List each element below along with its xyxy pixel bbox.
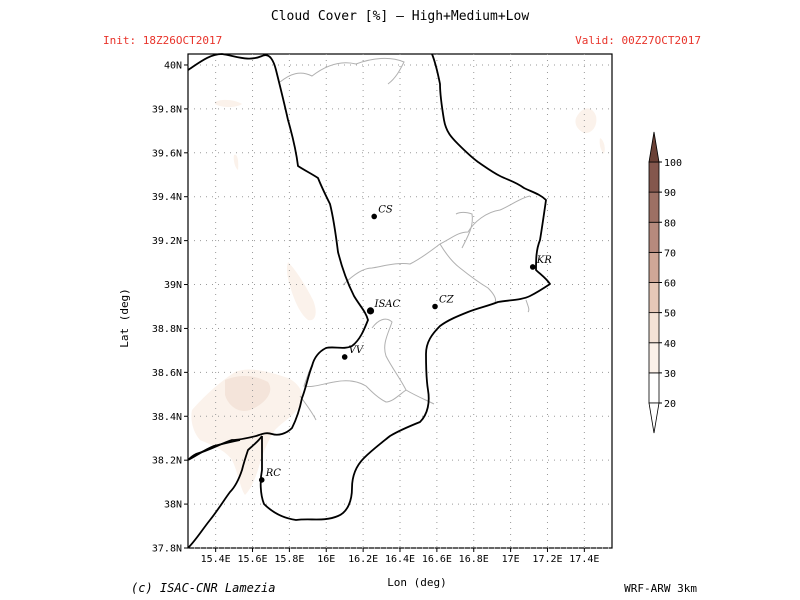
coast-sicily	[187, 435, 263, 549]
y-axis-label: Lat (deg)	[118, 288, 131, 348]
cloud-patch-core	[225, 376, 271, 411]
x-tick-label-8: 17E	[502, 554, 520, 565]
province-borders	[279, 57, 531, 421]
city-label-rc: RC	[265, 468, 282, 479]
x-tick-label-7: 16.8E	[459, 554, 489, 565]
city-markers: CS KR ISAC CZ VV RC	[258, 204, 552, 483]
colorbar-segment-5	[648, 221, 660, 253]
cloud-patch-northeast	[575, 108, 597, 134]
colorbar-label-40: 40	[664, 339, 676, 350]
map-title: Cloud Cover [%] — High+Medium+Low	[271, 9, 529, 24]
y-tick-label-11: 37.8N	[152, 544, 182, 555]
colorbar-segment-1	[648, 342, 660, 374]
x-tick-label-6: 16.6E	[422, 554, 452, 565]
border-vv	[303, 318, 407, 403]
city-label-kr: KR	[536, 255, 552, 266]
border-inner	[455, 212, 473, 249]
border-north	[279, 57, 405, 85]
cloud-patch-southwest	[191, 369, 303, 495]
y-tick-label-5: 39N	[164, 280, 182, 291]
y-tick-label-10: 38N	[164, 500, 182, 511]
city-label-cz: CZ	[439, 294, 455, 305]
colorbar: 20 30 40 50 60 70 80 90 100	[648, 131, 682, 434]
y-tick-label-9: 38.2N	[152, 456, 182, 467]
x-tick-label-3: 16E	[317, 554, 335, 565]
x-axis-label: Lon (deg)	[387, 576, 447, 589]
credit-label: (c) ISAC-CNR Lamezia	[131, 581, 276, 595]
colorbar-label-100: 100	[664, 158, 682, 169]
cloud-cover-field	[191, 99, 605, 495]
colorbar-label-20: 20	[664, 399, 676, 410]
city-label-cs: CS	[378, 204, 393, 215]
y-tick-labels: 40N 39.8N 39.6N 39.4N 39.2N 39N 38.8N 38.6N 38.4…	[152, 60, 188, 555]
init-time-label: Init: 18Z26OCT2017	[103, 34, 222, 47]
colorbar-label-80: 80	[664, 218, 676, 229]
colorbar-segment-4	[648, 251, 660, 283]
x-tick-labels: 15.4E 15.6E 15.8E 16E 16.2E 16.4E 16.6E 16.8E 17…	[201, 548, 599, 565]
coast-strait	[187, 439, 241, 461]
y-tick-label-6: 38.8N	[152, 324, 182, 335]
x-tick-label-1: 15.6E	[237, 554, 267, 565]
cloud-patch-north	[215, 99, 242, 107]
city-marker-isac	[366, 307, 375, 315]
colorbar-segment-0	[648, 372, 660, 404]
x-tick-label-4: 16.2E	[348, 554, 378, 565]
colorbar-min-arrow	[648, 402, 660, 434]
coast-east	[259, 53, 551, 521]
y-tick-label-1: 39.8N	[152, 104, 182, 115]
border-kr-tip	[525, 299, 530, 313]
city-marker-cs	[371, 213, 377, 220]
city-marker-cz	[432, 303, 438, 310]
cloud-patch-small	[233, 154, 239, 170]
model-label: WRF-ARW 3km	[624, 582, 697, 595]
y-tick-label-2: 39.6N	[152, 148, 182, 159]
colorbar-segment-7	[648, 161, 660, 193]
colorbar-max-arrow	[648, 131, 660, 163]
colorbar-segment-6	[648, 191, 660, 223]
cloud-patch-east	[599, 138, 605, 154]
colorbar-segment-3	[648, 282, 660, 314]
city-label-vv: VV	[349, 345, 365, 356]
valid-time-label: Valid: 00Z27OCT2017	[575, 34, 701, 47]
x-tick-label-9: 17.2E	[532, 554, 562, 565]
city-marker-vv	[341, 354, 348, 360]
border-kr-cz	[439, 243, 497, 305]
y-tick-label-3: 39.4N	[152, 192, 182, 203]
colorbar-label-90: 90	[664, 188, 676, 199]
colorbar-label-60: 60	[664, 279, 676, 290]
y-tick-label-0: 40N	[164, 60, 182, 71]
x-tick-label-10: 17.4E	[569, 554, 599, 565]
city-label-isac: ISAC	[374, 299, 401, 310]
colorbar-label-50: 50	[664, 309, 676, 320]
x-tick-label-0: 15.4E	[201, 554, 231, 565]
map-panel: CS KR ISAC CZ VV RC 15.4E 15.6E 15.8E 16E 16.2E 16…	[152, 53, 613, 565]
y-tick-label-7: 38.6N	[152, 368, 182, 379]
coast-west	[187, 53, 369, 461]
coastline	[187, 53, 551, 549]
colorbar-label-70: 70	[664, 248, 676, 259]
y-tick-label-8: 38.4N	[152, 412, 182, 423]
city-marker-rc	[258, 477, 265, 483]
city-marker-kr	[529, 264, 536, 270]
cloud-patch-tyrrhenian	[286, 262, 316, 321]
colorbar-label-30: 30	[664, 369, 676, 380]
colorbar-segment-2	[648, 312, 660, 344]
y-tick-label-4: 39.2N	[152, 236, 182, 247]
x-tick-label-2: 15.8E	[274, 554, 304, 565]
x-tick-label-5: 16.4E	[385, 554, 415, 565]
border-vv-rc	[405, 389, 435, 405]
